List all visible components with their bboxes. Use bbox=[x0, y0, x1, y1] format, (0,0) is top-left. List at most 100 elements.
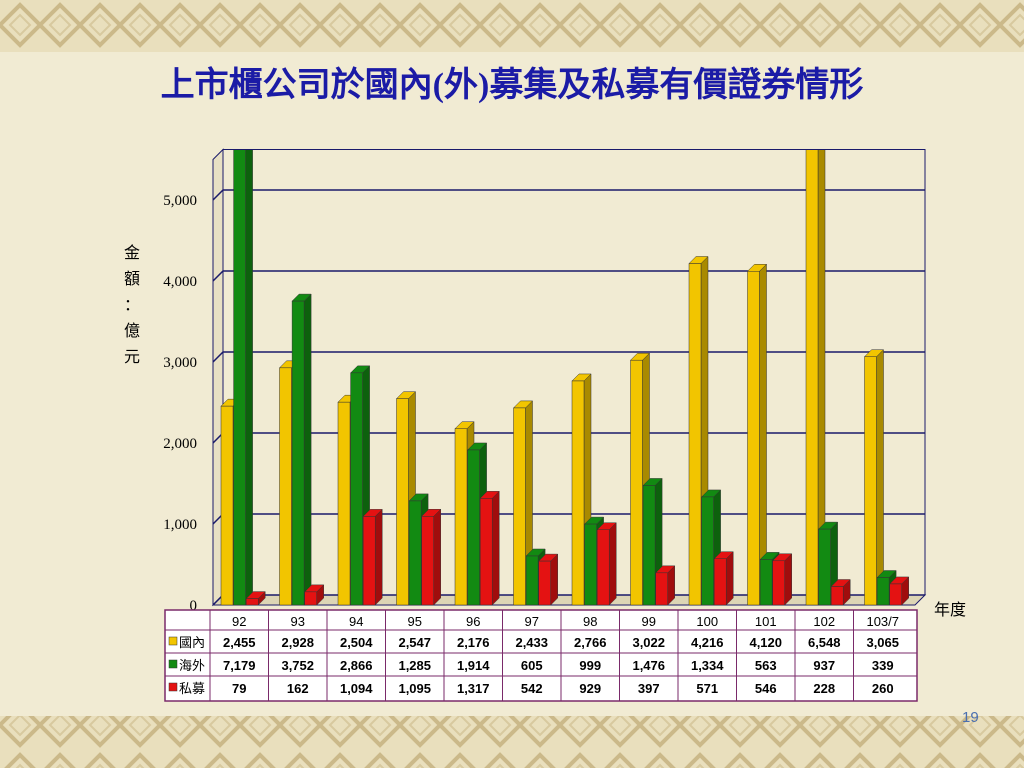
bars bbox=[220, 150, 910, 606]
bar-side bbox=[608, 522, 617, 606]
legend-label: 私募 bbox=[179, 681, 205, 696]
table-cell: 563 bbox=[755, 658, 777, 673]
x-tick-label: 92 bbox=[232, 614, 246, 629]
bar-front bbox=[571, 380, 585, 606]
bar-side bbox=[876, 349, 884, 606]
table-cell: 1,094 bbox=[340, 681, 373, 696]
legend-swatch bbox=[168, 682, 178, 692]
bar-front bbox=[805, 150, 819, 606]
x-tick-label: 94 bbox=[349, 614, 363, 629]
bar bbox=[889, 576, 910, 606]
table-cell: 79 bbox=[232, 681, 246, 696]
bar-front bbox=[830, 586, 844, 606]
table-cell: 260 bbox=[872, 681, 894, 696]
table-cell: 3,752 bbox=[281, 658, 314, 673]
y-tick-label: 5,000 bbox=[163, 193, 197, 209]
bar-side bbox=[245, 150, 253, 606]
bar bbox=[596, 522, 617, 606]
bar-front bbox=[759, 559, 773, 606]
x-axis-label: 年度 bbox=[934, 601, 966, 619]
border-bottom bbox=[0, 716, 1024, 768]
x-tick-label: 100 bbox=[696, 614, 718, 629]
x-tick-label: 98 bbox=[583, 614, 597, 629]
table-cell: 3,065 bbox=[866, 635, 899, 650]
bar-front bbox=[513, 407, 526, 606]
bar-front bbox=[701, 496, 714, 606]
bar-front bbox=[479, 498, 493, 606]
y-tick-label: 4,000 bbox=[163, 274, 197, 290]
grid-line bbox=[212, 189, 925, 201]
bar-side bbox=[433, 508, 441, 606]
x-tick-label: 96 bbox=[466, 614, 480, 629]
bar-front bbox=[525, 555, 539, 606]
x-tick-label: 102 bbox=[813, 614, 835, 629]
bar bbox=[746, 263, 768, 606]
table-cell: 228 bbox=[813, 681, 835, 696]
bar-front bbox=[584, 523, 597, 606]
bar bbox=[655, 565, 676, 606]
y-axis-label: 金額：億元 bbox=[124, 244, 140, 366]
table-cell: 1,285 bbox=[398, 658, 431, 673]
bar-front bbox=[421, 516, 434, 606]
table-cell: 162 bbox=[287, 681, 309, 696]
bar bbox=[291, 293, 312, 606]
table-cell: 937 bbox=[813, 658, 835, 673]
bar-front bbox=[454, 428, 468, 606]
bar-side bbox=[784, 553, 792, 606]
table-cell: 397 bbox=[638, 681, 660, 696]
table-cell: 2,928 bbox=[281, 635, 314, 650]
bar-side bbox=[303, 293, 312, 606]
bar-side bbox=[725, 551, 734, 606]
table-cell: 2,766 bbox=[574, 635, 607, 650]
bar-front bbox=[362, 516, 376, 606]
bar-front bbox=[655, 572, 668, 606]
bar-front bbox=[889, 583, 902, 606]
table-cell: 4,216 bbox=[691, 635, 724, 650]
bar bbox=[245, 590, 266, 606]
bar bbox=[479, 490, 500, 606]
bar-front bbox=[772, 560, 785, 606]
table-cell: 999 bbox=[579, 658, 601, 673]
table-cell: 2,866 bbox=[340, 658, 373, 673]
table-cell: 605 bbox=[521, 658, 543, 673]
table-cell: 1,317 bbox=[457, 681, 490, 696]
bar-front bbox=[630, 359, 643, 606]
bar bbox=[805, 150, 826, 606]
legend-label: 國內 bbox=[179, 635, 205, 650]
title: 上市櫃公司於國內(外)募集及私募有價證券情形 bbox=[161, 65, 864, 104]
table-cell: 3,022 bbox=[632, 635, 665, 650]
legend-swatch bbox=[168, 659, 178, 669]
table-cell: 1,914 bbox=[457, 658, 490, 673]
bar-front bbox=[279, 367, 292, 606]
bar-side bbox=[374, 508, 383, 606]
bar-front bbox=[220, 405, 234, 606]
table-cell: 571 bbox=[696, 681, 718, 696]
table-bg bbox=[164, 609, 918, 702]
bar bbox=[538, 553, 559, 606]
bar-front bbox=[304, 591, 317, 606]
bar-front bbox=[337, 401, 351, 606]
bar-front bbox=[245, 598, 259, 606]
y-tick-label: 2,000 bbox=[163, 436, 197, 452]
table-cell: 1,095 bbox=[398, 681, 431, 696]
table-cell: 542 bbox=[521, 681, 543, 696]
bar-front bbox=[538, 560, 551, 606]
bar-front bbox=[818, 528, 831, 606]
bar-front bbox=[408, 500, 422, 606]
x-tick-label: 103/7 bbox=[866, 614, 899, 629]
bar-front bbox=[688, 263, 702, 606]
y-tick-label: 3,000 bbox=[163, 355, 197, 371]
bar bbox=[688, 255, 709, 606]
legend-swatch bbox=[168, 636, 178, 646]
x-tick-label: 93 bbox=[291, 614, 305, 629]
bar-front bbox=[864, 356, 877, 606]
bar-front bbox=[291, 300, 305, 606]
bar-front bbox=[396, 398, 409, 606]
y-tick-label: 0 bbox=[190, 598, 198, 614]
bar-front bbox=[350, 372, 363, 606]
bar-front bbox=[642, 485, 656, 606]
bar bbox=[233, 150, 253, 606]
table-cell: 929 bbox=[579, 681, 601, 696]
table-cell: 2,504 bbox=[340, 635, 373, 650]
bar-side bbox=[550, 553, 558, 606]
